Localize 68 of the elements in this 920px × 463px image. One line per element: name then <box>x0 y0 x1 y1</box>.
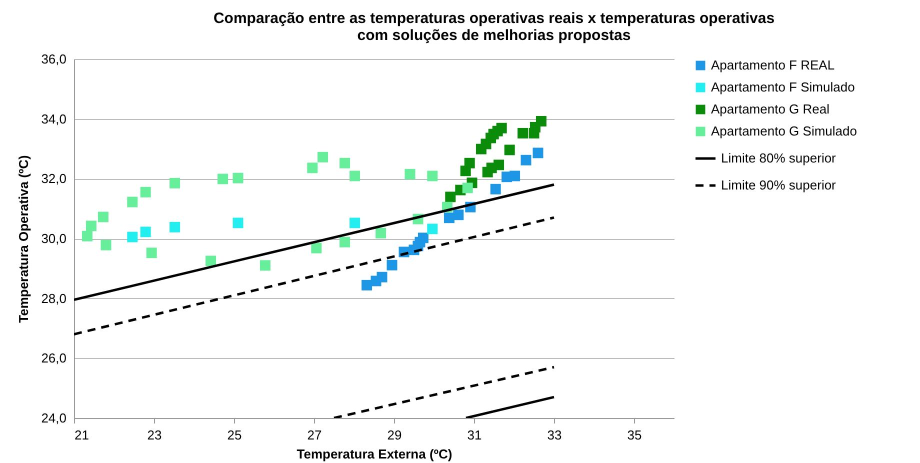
point <box>260 260 270 271</box>
y-tick-label: 36,0 <box>41 52 66 66</box>
point <box>462 182 473 194</box>
x-tick-label: 23 <box>147 428 162 442</box>
point <box>311 242 322 254</box>
point <box>232 218 244 228</box>
point <box>532 148 544 158</box>
y-tick-label: 28,0 <box>41 290 66 306</box>
y-tick-label: 30,0 <box>41 231 66 246</box>
point <box>536 116 546 126</box>
legend-label: Apartamento G Real <box>711 102 830 116</box>
point <box>376 272 388 282</box>
x-tick-label: 33 <box>547 428 562 442</box>
point <box>170 222 180 232</box>
point <box>510 170 520 182</box>
point <box>418 232 428 244</box>
x-tick-label: 29 <box>387 428 402 442</box>
y-axis-title: Temperatura Operativa (ºC) <box>16 155 32 323</box>
point <box>170 178 180 188</box>
point <box>376 228 386 238</box>
point <box>386 260 398 270</box>
point <box>86 220 96 232</box>
x-tick-label: 25 <box>227 428 242 442</box>
legend-label: Apartamento F REAL <box>711 58 835 72</box>
point <box>140 186 151 198</box>
y-tick-label: 32,0 <box>41 171 66 186</box>
point <box>520 154 532 166</box>
point <box>404 168 416 180</box>
point <box>82 230 92 242</box>
point <box>464 158 475 168</box>
point <box>98 212 108 222</box>
legend-label: Apartamento F Simulado <box>711 80 855 94</box>
x-axis-title: Temperatura Externa (ºC) <box>296 446 452 462</box>
x-tick-label: 31 <box>467 428 482 442</box>
legend-label: Apartamento G Simulado <box>711 124 857 138</box>
point <box>340 236 350 248</box>
point <box>362 280 372 290</box>
point <box>490 184 501 194</box>
point <box>206 256 216 266</box>
point <box>127 196 138 208</box>
x-tick-label: 35 <box>627 428 642 442</box>
point <box>445 192 456 202</box>
point <box>494 160 504 170</box>
y-tick-label: 26,0 <box>41 350 66 366</box>
point <box>307 162 318 174</box>
y-tick-label: 34,0 <box>41 111 66 126</box>
legend-label: Limite 80% superior <box>721 150 837 166</box>
chart-title: Comparação entre as temperaturas operativas reais x temperaturas operativas com soluções de melhorias propostas <box>213 10 775 44</box>
legend-label: Limite 90% superior <box>721 178 837 192</box>
point <box>318 152 328 162</box>
point <box>140 226 151 238</box>
point <box>146 248 157 258</box>
point <box>232 172 244 184</box>
x-tick-label: 27 <box>307 428 322 442</box>
point <box>427 170 438 182</box>
point <box>453 210 464 220</box>
point <box>518 128 528 138</box>
y-tick-label: 24,0 <box>41 410 66 426</box>
point <box>496 122 507 134</box>
x-tick-label: 21 <box>74 428 89 442</box>
point <box>127 232 138 242</box>
point <box>340 158 350 168</box>
point <box>218 174 228 184</box>
point <box>100 240 112 250</box>
point <box>350 218 360 228</box>
point <box>504 144 515 156</box>
point <box>350 170 360 182</box>
point <box>427 224 438 234</box>
